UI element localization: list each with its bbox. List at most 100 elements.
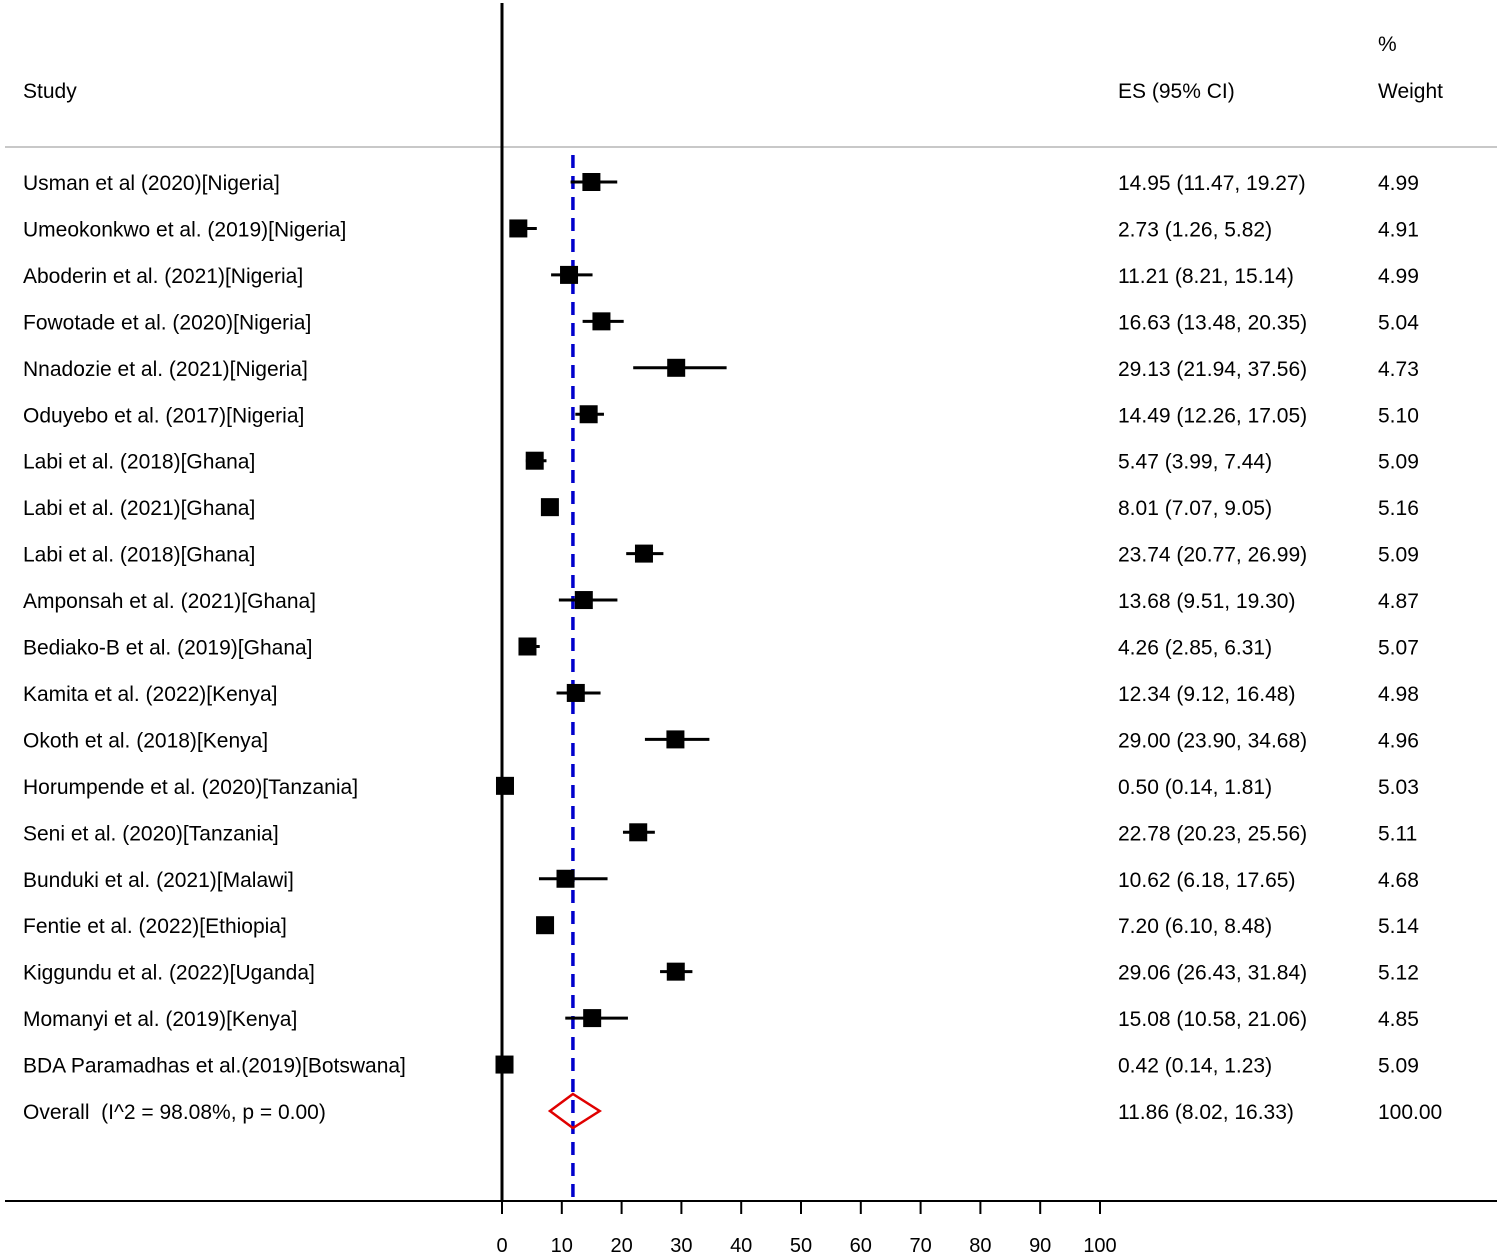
study-label: Okoth et al. (2018)[Kenya] [23,729,268,752]
study-row: BDA Paramadhas et al.(2019)[Botswana] 0.4… [23,1055,1419,1078]
effect-size-text: 10.62 (6.18, 17.65) [1118,869,1295,892]
effect-size-marker [579,405,598,424]
weight-text: 4.87 [1378,590,1419,613]
study-label: Aboderin et al. (2021)[Nigeria] [23,265,303,288]
effect-size-text: 14.49 (12.26, 17.05) [1118,404,1307,427]
effect-size-marker [536,916,555,935]
effect-size-text: 8.01 (7.07, 9.05) [1118,497,1272,520]
x-tick-label: 100 [1083,1235,1116,1256]
study-label: Labi et al. (2021)[Ghana] [23,497,255,520]
effect-size-marker [525,451,544,470]
study-label: Labi et al. (2018)[Ghana] [23,544,255,567]
weight-text: 5.03 [1378,776,1419,799]
study-label: Kamita et al. (2022)[Kenya] [23,683,277,706]
study-row: Umeokonkwo et al. (2019)[Nigeria] 2.73 (1… [23,218,1419,241]
overall-label: Overall (I^2 = 98.08%, p = 0.00) [23,1101,326,1124]
x-tick-label: 40 [730,1235,752,1256]
x-tick-label: 70 [909,1235,931,1256]
study-rows: Usman et al (2020)[Nigeria] 14.95 (11.47,… [23,172,1419,1078]
effect-size-text: 23.74 (20.77, 26.99) [1118,544,1307,567]
weight-text: 5.10 [1378,404,1419,427]
study-row: Oduyebo et al. (2017)[Nigeria] 14.49 (12.… [23,404,1419,427]
x-tick-label: 60 [850,1235,872,1256]
effect-size-marker [666,730,685,749]
effect-size-text: 2.73 (1.26, 5.82) [1118,218,1272,241]
weight-text: 5.09 [1378,451,1419,474]
study-label: Nnadozie et al. (2021)[Nigeria] [23,358,308,381]
weight-text: 5.12 [1378,962,1419,985]
effect-size-marker [629,823,648,842]
weight-text: 5.04 [1378,311,1419,334]
effect-size-marker [518,637,537,656]
effect-size-text: 5.47 (3.99, 7.44) [1118,451,1272,474]
effect-size-marker [509,219,528,238]
effect-size-marker [560,265,579,284]
study-label: Bunduki et al. (2021)[Malawi] [23,869,294,892]
effect-size-text: 4.26 (2.85, 6.31) [1118,637,1272,660]
study-row: Nnadozie et al. (2021)[Nigeria] 29.13 (21… [23,358,1419,381]
effect-size-text: 29.13 (21.94, 37.56) [1118,358,1307,381]
overall-row: Overall (I^2 = 98.08%, p = 0.00) 11.86 (8… [23,1092,1442,1130]
weight-text: 4.68 [1378,869,1419,892]
weight-column-header-percent: % [1378,33,1397,56]
study-row: Bediako-B et al. (2019)[Ghana] 4.26 (2.85… [23,637,1419,660]
effect-size-text: 15.08 (10.58, 21.06) [1118,1008,1307,1031]
study-row: Labi et al. (2021)[Ghana] 8.01 (7.07, 9.0… [23,497,1419,520]
effect-size-marker [583,1009,602,1028]
study-label: Seni et al. (2020)[Tanzania] [23,822,279,845]
weight-text: 4.98 [1378,683,1419,706]
study-label: Bediako-B et al. (2019)[Ghana] [23,637,313,660]
effect-size-text: 29.00 (23.90, 34.68) [1118,729,1307,752]
effect-size-marker [667,358,686,377]
effect-size-text: 13.68 (9.51, 19.30) [1118,590,1295,613]
effect-size-marker [540,498,559,517]
x-tick-label: 20 [610,1235,632,1256]
effect-size-marker [592,312,611,331]
weight-text: 5.09 [1378,544,1419,567]
study-row: Aboderin et al. (2021)[Nigeria] 11.21 (8.… [23,265,1419,288]
weight-text: 4.91 [1378,218,1419,241]
study-label: Usman et al (2020)[Nigeria] [23,172,280,195]
overall-diamond [547,1092,602,1130]
effect-size-text: 11.21 (8.21, 15.14) [1118,265,1294,288]
weight-text: 5.11 [1378,822,1417,845]
study-label: Oduyebo et al. (2017)[Nigeria] [23,404,304,427]
weight-text: 4.73 [1378,358,1419,381]
study-row: Usman et al (2020)[Nigeria] 14.95 (11.47,… [23,172,1419,195]
weight-text: 5.07 [1378,637,1419,660]
study-label: Fowotade et al. (2020)[Nigeria] [23,311,311,334]
x-tick-label: 90 [1029,1235,1051,1256]
x-tick-label: 30 [670,1235,692,1256]
weight-text: 5.09 [1378,1055,1419,1078]
effect-size-text: 14.95 (11.47, 19.27) [1118,172,1306,195]
study-row: Labi et al. (2018)[Ghana] 23.74 (20.77, 2… [23,544,1419,567]
weight-text: 5.16 [1378,497,1419,520]
effect-size-marker [495,1055,514,1074]
effect-size-text: 0.50 (0.14, 1.81) [1118,776,1272,799]
effect-size-text: 29.06 (26.43, 31.84) [1118,962,1307,985]
study-label: Umeokonkwo et al. (2019)[Nigeria] [23,218,346,241]
effect-size-marker [582,173,601,191]
study-row: Fentie et al. (2022)[Ethiopia] 7.20 (6.10… [23,915,1419,938]
effect-size-marker [495,776,514,795]
effect-size-text: 16.63 (13.48, 20.35) [1118,311,1307,334]
effect-size-marker [574,591,593,610]
study-row: Kiggundu et al. (2022)[Uganda] 29.06 (26.… [23,962,1419,985]
study-row: Momanyi et al. (2019)[Kenya] 15.08 (10.58… [23,1008,1419,1031]
effect-size-marker [556,869,575,888]
weight-text: 4.85 [1378,1008,1419,1031]
study-row: Amponsah et al. (2021)[Ghana] 13.68 (9.51… [23,590,1419,613]
x-axis-ticks: 0 10 20 30 40 50 60 70 80 90 100 [496,1201,1117,1256]
x-tick-label: 80 [969,1235,991,1256]
study-row: Kamita et al. (2022)[Kenya] 12.34 (9.12, … [23,683,1419,706]
study-row: Labi et al. (2018)[Ghana] 5.47 (3.99, 7.4… [23,451,1419,474]
effect-size-text: 22.78 (20.23, 25.56) [1118,822,1307,845]
overall-weight-text: 100.00 [1378,1101,1442,1124]
weight-text: 4.99 [1378,265,1419,288]
study-column-header: Study [23,80,77,103]
study-row: Fowotade et al. (2020)[Nigeria] 16.63 (13… [23,311,1419,334]
x-tick-label: 10 [551,1235,573,1256]
x-tick-label: 50 [790,1235,812,1256]
study-label: Amponsah et al. (2021)[Ghana] [23,590,316,613]
